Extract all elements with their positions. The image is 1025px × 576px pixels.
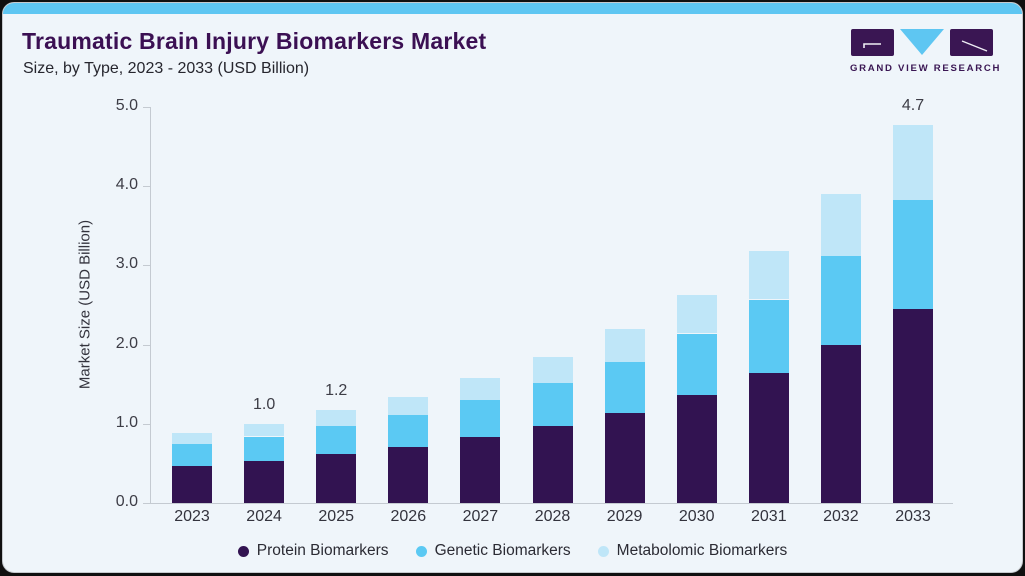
bar-value-label: 4.7	[901, 97, 925, 115]
gvr-logo: GRAND VIEW RESEARCH	[850, 27, 1002, 77]
bar-segment-genetic-biomarkers	[748, 299, 789, 374]
bar-segment-genetic-biomarkers	[388, 415, 429, 447]
x-tick-label: 2027	[462, 508, 499, 525]
x-tick-label: 2029	[606, 508, 643, 525]
bar-segment-protein-biomarkers	[532, 426, 573, 503]
bar-segment-genetic-biomarkers	[532, 382, 573, 427]
bar-segment-genetic-biomarkers	[820, 255, 861, 345]
y-tick-mark	[143, 344, 150, 346]
y-tick-label: 4.0	[115, 176, 138, 194]
y-tick-mark	[143, 265, 150, 267]
bar-segment-metabolomic-biomarkers	[244, 423, 285, 437]
legend-label: Metabolomic Biomarkers	[616, 542, 788, 559]
bar-value-label: 1.2	[325, 382, 348, 400]
logo-wordmark: GRAND VIEW RESEARCH	[850, 63, 1002, 74]
bar-segment-protein-biomarkers	[388, 446, 429, 503]
bar-segment-protein-biomarkers	[244, 461, 285, 503]
bar-segment-metabolomic-biomarkers	[676, 294, 717, 334]
y-tick-label: 3.0	[115, 255, 138, 273]
y-axis-title: Market Size (USD Billion)	[76, 219, 94, 390]
y-axis-line	[150, 107, 151, 504]
x-tick-label: 2024	[246, 508, 282, 525]
y-tick-label: 1.0	[115, 413, 138, 431]
bar-segment-metabolomic-biomarkers	[604, 328, 645, 363]
y-tick-mark	[143, 107, 150, 108]
bar-segment-metabolomic-biomarkers	[748, 251, 789, 300]
bar-segment-metabolomic-biomarkers	[820, 194, 861, 256]
legend-label: Genetic Biomarkers	[434, 542, 571, 559]
chart-legend: Protein Biomarkers Genetic Biomarkers Meta…	[3, 540, 1022, 562]
logo-g-block	[851, 29, 894, 56]
x-tick-label: 2026	[390, 508, 427, 525]
bar-segment-genetic-biomarkers	[172, 444, 212, 466]
bar-segment-protein-biomarkers	[748, 373, 789, 503]
bar-segment-protein-biomarkers	[316, 453, 357, 503]
x-tick-label: 2031	[751, 508, 787, 525]
x-tick-label: 2033	[895, 508, 931, 525]
bar-segment-metabolomic-biomarkers	[172, 433, 212, 445]
x-tick-label: 2032	[823, 508, 859, 525]
legend-item-protein-biomarkers: Protein Biomarkers	[237, 542, 389, 560]
x-tick-label: 2025	[318, 508, 354, 525]
page-title: Traumatic Brain Injury Biomarkers Market	[22, 28, 487, 54]
legend-swatch-protein-biomarkers	[237, 545, 249, 557]
bar-segment-protein-biomarkers	[676, 394, 717, 503]
page-subtitle: Size, by Type, 2023 - 2033 (USD Billion)	[23, 60, 310, 77]
y-tick-label: 5.0	[115, 97, 138, 114]
x-tick-label: 2028	[534, 508, 571, 525]
legend-item-metabolomic-biomarkers: Metabolomic Biomarkers	[597, 542, 788, 560]
bar-segment-protein-biomarkers	[172, 465, 212, 503]
y-tick-label: 2.0	[115, 334, 138, 352]
x-tick-label: 2030	[678, 508, 715, 525]
bar-segment-genetic-biomarkers	[676, 333, 717, 395]
bar-segment-protein-biomarkers	[893, 309, 933, 503]
bar-segment-genetic-biomarkers	[316, 426, 357, 454]
bar-segment-protein-biomarkers	[460, 437, 501, 503]
top-accent-bar	[3, 3, 1022, 14]
logo-g-glyph	[863, 43, 881, 48]
legend-swatch-genetic-biomarkers	[415, 545, 427, 557]
y-tick-mark	[143, 186, 150, 188]
legend-label: Protein Biomarkers	[256, 542, 389, 559]
legend-item-genetic-biomarkers: Genetic Biomarkers	[415, 542, 571, 560]
y-tick-mark	[143, 503, 150, 504]
y-tick-mark	[143, 423, 150, 425]
bar-segment-metabolomic-biomarkers	[460, 377, 501, 401]
x-axis-line	[150, 503, 953, 504]
bar-segment-genetic-biomarkers	[244, 436, 285, 462]
bar-segment-metabolomic-biomarkers	[388, 396, 429, 416]
chart-area: Market Size (USD Billion) 0.0 1.0 2.0 3.0 4.0…	[3, 3, 1022, 572]
bar-segment-protein-biomarkers	[604, 412, 645, 503]
bar-segment-protein-biomarkers	[820, 344, 861, 503]
logo-v-triangle	[900, 29, 944, 55]
legend-swatch-metabolomic-biomarkers	[597, 545, 609, 557]
logo-r-glyph	[961, 40, 988, 52]
bar-segment-genetic-biomarkers	[893, 199, 933, 309]
bar-segment-genetic-biomarkers	[604, 362, 645, 413]
bar-segment-metabolomic-biomarkers	[532, 356, 573, 383]
bar-segment-metabolomic-biomarkers	[316, 410, 357, 427]
bar-value-label: 1.0	[252, 395, 276, 413]
bar-segment-metabolomic-biomarkers	[893, 125, 933, 200]
x-tick-label: 2023	[174, 508, 210, 525]
y-tick-label: 0.0	[115, 493, 138, 510]
gvr-logo-mark	[851, 29, 993, 56]
bar-segment-genetic-biomarkers	[460, 400, 501, 438]
